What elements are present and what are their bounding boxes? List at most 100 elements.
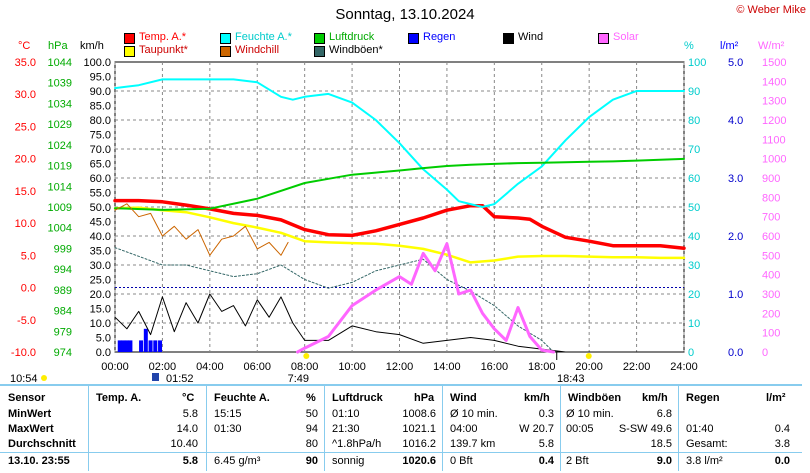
wind-tick-label: 40.0: [90, 231, 111, 243]
rain-bar: [121, 340, 126, 352]
pressure-tick-label: 984: [54, 306, 72, 318]
solar-tick-label: 1000: [762, 154, 786, 166]
solar-unit: W/m²: [758, 40, 785, 52]
humidity-tick-label: 20: [688, 289, 700, 301]
legend-swatch-pressure: [314, 33, 325, 44]
rain-bar: [128, 340, 133, 352]
pressure-tick-label: 979: [54, 326, 72, 338]
wind-tick-label: 85.0: [90, 101, 111, 113]
table-cell: 21:30: [332, 423, 360, 435]
table-cell: 1016.2: [402, 438, 436, 450]
legend-label-pressure: Luftdruck: [329, 31, 375, 43]
solar-tick-label: 600: [762, 231, 780, 243]
rain-bar: [153, 340, 158, 352]
wind-tick-label: 75.0: [90, 130, 111, 142]
legend-swatch-humidity: [220, 33, 231, 44]
table-cell: 0.0: [774, 455, 790, 467]
series-line-temp-a: [113, 198, 686, 250]
legend-swatch-rain: [408, 33, 419, 44]
temp-unit: °C: [18, 40, 31, 52]
pressure-tick-label: 974: [54, 347, 72, 359]
legend-swatch-wind: [503, 33, 514, 44]
pressure-tick-label: 1034: [48, 98, 72, 110]
pressure-tick-label: 1039: [48, 78, 72, 90]
pressure-tick-label: 1014: [48, 181, 72, 193]
wind-tick-label: 5.0: [96, 333, 111, 345]
table-cell: 2 Bft: [566, 455, 589, 467]
table-cell: 6.8: [656, 408, 672, 420]
legend-swatch-temp: [124, 33, 135, 44]
wind-tick-label: 0.0: [96, 347, 111, 359]
table-cell: 90: [305, 455, 318, 467]
series-line-feuchte-a: [114, 78, 685, 208]
pressure-tick-label: 1044: [48, 57, 72, 69]
legend-label-gusts: Windböen*: [329, 44, 383, 56]
table-cell: Ø 10 min.: [450, 408, 498, 420]
table-cell: 0.3: [538, 408, 554, 420]
wind-tick-label: 55.0: [90, 188, 111, 200]
temp-tick-label: 0.0: [21, 283, 36, 295]
humidity-tick-label: 30: [688, 260, 700, 272]
header-gusts-unit: km/h: [642, 392, 668, 404]
table-cell: W 20.7: [519, 423, 554, 435]
table-cell: 5.8: [538, 438, 554, 450]
wind-tick-label: 25.0: [90, 275, 111, 287]
table-cell: 50: [305, 408, 318, 420]
solar-tick-label: 400: [762, 270, 780, 282]
copyright-label: © Weber Mike: [736, 4, 806, 16]
min-temp-flag-icon: [152, 373, 159, 381]
x-tick-label: 12:00: [386, 361, 414, 373]
sunrise-label: 7:49: [288, 373, 309, 384]
table-cell: S-SW 49.6: [618, 423, 672, 435]
sunrise-icon: [303, 353, 310, 359]
table-cell: 0.4: [774, 423, 790, 435]
table-cell: 00:05: [566, 423, 594, 435]
wind-tick-label: 60.0: [90, 173, 111, 185]
wind-tick-label: 90.0: [90, 86, 111, 98]
legend-swatch-windchill: [220, 46, 231, 57]
table-row-label: MaxWert: [8, 423, 54, 435]
rain-tick-label: 2.0: [728, 231, 743, 243]
table-cell: 3.8 l/m²: [686, 455, 723, 467]
rain-bar: [117, 340, 122, 352]
sunset-label: 18:43: [557, 373, 585, 384]
wind-tick-label: 65.0: [90, 159, 111, 171]
humidity-tick-label: 10: [688, 318, 700, 330]
table-cell: Gesamt:: [686, 438, 728, 450]
x-tick-label: 22:00: [623, 361, 651, 373]
rain-bar: [158, 340, 163, 352]
table-cell: 5.8: [182, 408, 198, 420]
table-cell: 94: [305, 423, 318, 435]
x-tick-label: 20:00: [575, 361, 603, 373]
rain-tick-label: 3.0: [728, 173, 743, 185]
wind-tick-label: 35.0: [90, 246, 111, 258]
legend-swatch-dewpoint: [124, 46, 135, 57]
wind-tick-label: 45.0: [90, 217, 111, 229]
rain-bar: [139, 340, 144, 352]
sunset-icon: [585, 353, 592, 359]
x-tick-label: 08:00: [291, 361, 319, 373]
header-humidity-unit: %: [306, 392, 316, 404]
table-cell: ^1.8hPa/h: [332, 438, 382, 450]
wind-tick-label: 80.0: [90, 115, 111, 127]
table-grid: [0, 384, 810, 473]
series-line-taupunkt: [113, 206, 686, 264]
header-rain: Regen: [686, 392, 720, 404]
humidity-tick-label: 100: [688, 57, 706, 69]
table-cell: 1008.6: [402, 408, 436, 420]
solar-tick-label: 300: [762, 289, 780, 301]
temp-tick-label: 30.0: [15, 89, 36, 101]
humidity-tick-label: 60: [688, 173, 700, 185]
table-cell: 10.40: [170, 438, 198, 450]
table-cell: 01:30: [214, 423, 242, 435]
legend-swatch-gusts: [314, 46, 325, 57]
table-cell: 1020.6: [402, 455, 436, 467]
legend-label-humidity: Feuchte A.*: [235, 31, 292, 43]
pressure-tick-label: 1024: [48, 140, 72, 152]
solar-tick-label: 100: [762, 328, 780, 340]
solar-tick-label: 1500: [762, 57, 786, 69]
header-temp: Temp. A.: [96, 392, 142, 404]
table-cell: 0 Bft: [450, 455, 473, 467]
table-cell: 14.0: [176, 423, 198, 435]
chart-title: Sonntag, 13.10.2024: [335, 6, 475, 23]
